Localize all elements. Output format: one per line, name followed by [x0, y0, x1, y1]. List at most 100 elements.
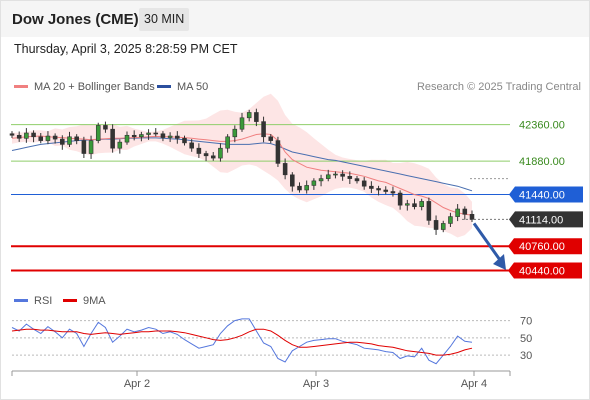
- candle-up: [218, 147, 223, 159]
- candle-down: [103, 125, 108, 130]
- trend-arrow-head: [493, 254, 506, 270]
- candle-down: [275, 140, 281, 164]
- candle-down: [340, 173, 345, 177]
- candle-up: [419, 201, 424, 208]
- rsi-tick-label: 50: [520, 333, 532, 345]
- candle-down: [462, 208, 468, 215]
- level-label-bg-support: [508, 262, 582, 279]
- rsi-legend: RSI: [14, 295, 52, 307]
- candle-down: [290, 174, 295, 187]
- candle-down: [282, 163, 288, 176]
- time-axis-label: Apr 2: [124, 378, 150, 390]
- candle-down: [210, 155, 216, 159]
- bollinger-band: [12, 93, 472, 238]
- rsi-line: [11, 318, 473, 365]
- candle-down: [74, 136, 79, 141]
- candle-down: [369, 185, 374, 189]
- candle-down: [412, 203, 417, 208]
- candle-down: [9, 133, 15, 136]
- candle-up: [124, 134, 130, 143]
- candle-down: [160, 133, 166, 138]
- candle-down: [354, 178, 360, 182]
- candle-down: [390, 191, 396, 194]
- level-label-resistance: 42360.00: [519, 120, 565, 132]
- ma20-legend: MA 20 + Bollinger Bands: [14, 81, 155, 93]
- candle-down: [469, 214, 475, 220]
- candle-up: [167, 135, 173, 138]
- candle-down: [361, 180, 367, 187]
- candle-down: [16, 134, 22, 139]
- candle-up: [333, 173, 338, 176]
- candle-up: [246, 112, 252, 119]
- candle-down: [182, 138, 187, 144]
- level-label-current: 41114.00: [519, 214, 563, 226]
- level-label-resistance: 41880.00: [519, 156, 565, 168]
- candle-up: [117, 141, 123, 149]
- candle-up: [304, 185, 309, 191]
- candle-down: [189, 142, 194, 149]
- candle-down: [153, 132, 159, 135]
- candle-up: [440, 223, 446, 230]
- candle-down: [31, 132, 36, 138]
- candle-up: [67, 136, 72, 145]
- interval-badge[interactable]: 30 MIN: [139, 8, 190, 31]
- candle-down: [38, 136, 44, 141]
- rsi-ma-legend-label: 9MA: [83, 295, 106, 307]
- candle-down: [397, 192, 403, 206]
- rsi-ma-line: [11, 328, 473, 356]
- time-axis-label: Apr 4: [461, 378, 487, 390]
- candle-down: [383, 189, 389, 192]
- rsi-tick-label: 30: [520, 350, 532, 362]
- candle-down: [268, 136, 274, 141]
- candle-down: [261, 121, 266, 138]
- candle-up: [95, 125, 101, 141]
- candle-down: [297, 185, 302, 191]
- rsi-legend-label: RSI: [34, 295, 53, 307]
- candle-down: [347, 176, 353, 179]
- ma20-swatch: [14, 84, 28, 88]
- candle-up: [146, 132, 151, 135]
- trend-arrow-shaft: [472, 222, 502, 261]
- candle-up: [318, 178, 324, 182]
- rsi-swatch: [14, 298, 28, 302]
- candle-down: [376, 188, 381, 191]
- datetime-label: Thursday, April 3, 2025 8:28:59 PM CET: [14, 42, 238, 56]
- candle-down: [60, 138, 65, 145]
- candle-down: [175, 135, 180, 139]
- candle-down: [110, 128, 115, 149]
- level-label-pivot: 41440.00: [519, 190, 565, 202]
- candle-down: [254, 112, 259, 122]
- candle-down: [52, 135, 58, 140]
- level-label-bg-support: [508, 238, 582, 255]
- candle-up: [88, 140, 94, 154]
- rsi-tick-label: 70: [520, 316, 532, 328]
- candle-down: [131, 134, 137, 138]
- ma20-legend-label: MA 20 + Bollinger Bands: [34, 81, 155, 93]
- level-label-support: 40440.00: [519, 266, 565, 278]
- candle-up: [325, 174, 331, 179]
- candle-up: [311, 180, 317, 186]
- rsi-ma-legend: 9MA: [63, 295, 106, 307]
- candle-up: [239, 117, 245, 130]
- candle-up: [139, 134, 144, 138]
- candle-down: [433, 220, 439, 230]
- candle-down: [196, 147, 202, 154]
- research-credit: Research © 2025 Trading Central: [416, 81, 581, 93]
- candle-up: [448, 216, 453, 224]
- chart-header: Dow Jones (CME) 30 MIN: [1, 1, 589, 37]
- candle-up: [405, 203, 410, 206]
- candle-down: [426, 201, 432, 221]
- level-label-bg-current: [509, 211, 583, 228]
- ma50-swatch: [157, 84, 171, 88]
- level-label-support: 40760.00: [519, 241, 565, 253]
- rsi-ma-swatch: [63, 298, 77, 302]
- ma20-line: [11, 133, 473, 216]
- candle-down: [81, 140, 87, 154]
- candle-up: [45, 135, 51, 141]
- candle-down: [203, 153, 209, 157]
- candle-up: [455, 208, 460, 217]
- ma50-legend-label: MA 50: [177, 81, 209, 93]
- candle-up: [24, 132, 29, 139]
- candle-up: [232, 128, 238, 138]
